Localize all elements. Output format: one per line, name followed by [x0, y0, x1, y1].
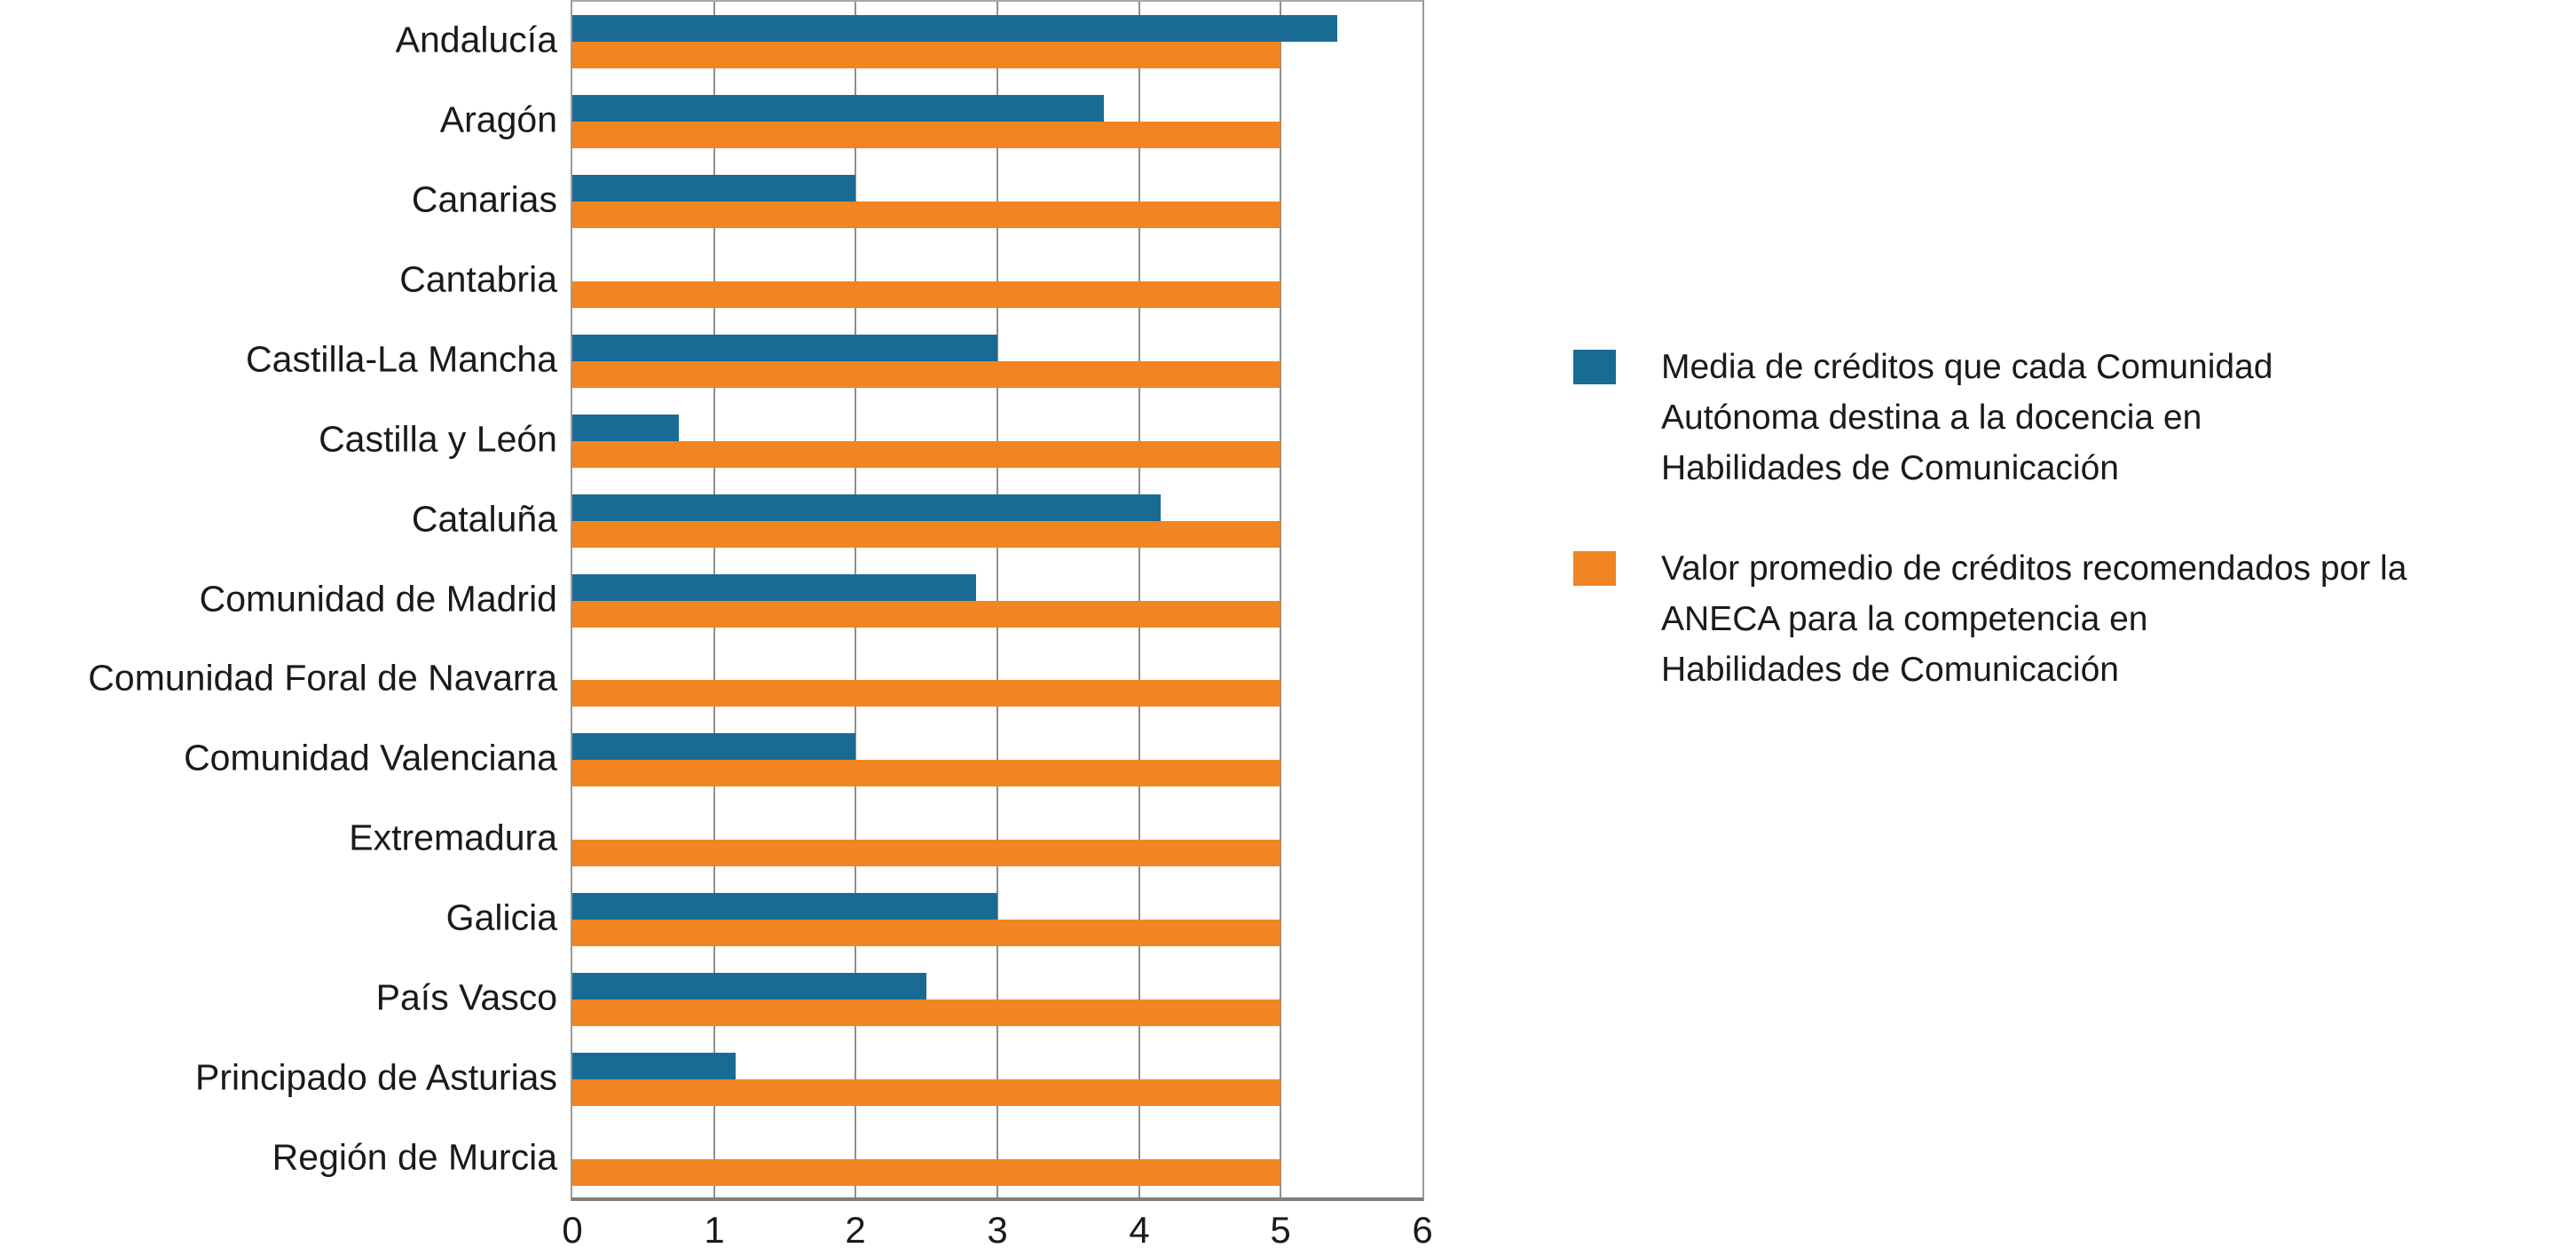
- gridline-5: [1280, 2, 1282, 1197]
- x-tick-label-4: 4: [1129, 1209, 1150, 1251]
- legend-label-line: Valor promedio de créditos recomendados …: [1661, 549, 2407, 588]
- bar-media-6: [572, 494, 1161, 521]
- bar-aneca-8: [572, 680, 1280, 707]
- bar-aneca-5: [572, 441, 1280, 468]
- bar-media-2: [572, 175, 855, 201]
- bar-aneca-9: [572, 760, 1280, 786]
- bar-aneca-7: [572, 601, 1280, 628]
- bar-aneca-13: [572, 1079, 1280, 1106]
- category-label-10: Extremadura: [349, 817, 557, 858]
- legend-label-line: Habilidades de Comunicación: [1661, 449, 2119, 487]
- bar-media-12: [572, 973, 926, 999]
- category-label-1: Aragón: [439, 99, 557, 140]
- category-label-6: Cataluña: [411, 498, 557, 540]
- x-tick-label-6: 6: [1412, 1209, 1433, 1251]
- bar-media-4: [572, 335, 997, 361]
- category-label-0: Andalucía: [395, 19, 557, 60]
- category-label-7: Comunidad de Madrid: [199, 578, 557, 620]
- category-label-9: Comunidad Valenciana: [184, 737, 557, 778]
- category-label-3: Cantabria: [399, 258, 557, 300]
- bar-aneca-4: [572, 361, 1280, 388]
- bar-media-0: [572, 15, 1337, 42]
- bar-media-7: [572, 574, 976, 601]
- category-label-12: País Vasco: [375, 976, 557, 1018]
- gridline-4: [1138, 2, 1140, 1197]
- x-tick-label-5: 5: [1270, 1209, 1291, 1251]
- bar-aneca-6: [572, 521, 1280, 548]
- bar-aneca-12: [572, 999, 1280, 1026]
- bar-media-5: [572, 415, 679, 441]
- bar-aneca-3: [572, 281, 1280, 308]
- legend-item-0: Media de créditos que cada Comunidad Autó…: [1573, 342, 2576, 494]
- bar-media-1: [572, 95, 1104, 122]
- category-label-11: Galicia: [445, 897, 557, 938]
- bar-aneca-1: [572, 122, 1280, 148]
- x-tick-label-0: 0: [562, 1209, 583, 1251]
- legend-label-line: Autónoma destina a la docencia en: [1661, 399, 2202, 437]
- bar-aneca-14: [572, 1159, 1280, 1186]
- bar-aneca-2: [572, 201, 1280, 228]
- legend-label: Valor promedio de créditos recomendados …: [1661, 543, 2576, 695]
- x-tick-label-2: 2: [845, 1209, 866, 1251]
- legend-label-line: ANECA para la competencia en: [1661, 600, 2148, 638]
- plot-area: [571, 0, 1424, 1201]
- legend-swatch-icon: [1573, 350, 1616, 384]
- bar-aneca-0: [572, 42, 1280, 68]
- legend-label-line: Habilidades de Comunicación: [1661, 651, 2119, 689]
- legend-swatch-icon: [1573, 551, 1616, 586]
- legend: Media de créditos que cada Comunidad Autó…: [1573, 342, 2576, 745]
- bar-aneca-11: [572, 920, 1280, 946]
- x-tick-label-3: 3: [987, 1209, 1008, 1251]
- bar-aneca-10: [572, 840, 1280, 866]
- category-label-8: Comunidad Foral de Navarra: [88, 657, 557, 699]
- bar-media-9: [572, 733, 855, 760]
- category-label-14: Región de Murcia: [272, 1136, 557, 1178]
- bar-media-13: [572, 1053, 736, 1079]
- category-label-13: Principado de Asturias: [195, 1056, 557, 1098]
- category-label-5: Castilla y León: [319, 418, 557, 460]
- category-label-2: Canarias: [411, 178, 557, 220]
- legend-item-1: Valor promedio de créditos recomendados …: [1573, 543, 2576, 695]
- legend-label: Media de créditos que cada Comunidad Autó…: [1661, 342, 2576, 494]
- category-label-4: Castilla-La Mancha: [246, 338, 557, 380]
- bar-media-11: [572, 893, 997, 920]
- gridline-3: [997, 2, 998, 1197]
- x-tick-label-1: 1: [704, 1209, 725, 1251]
- legend-label-line: Media de créditos que cada Comunidad: [1661, 348, 2273, 386]
